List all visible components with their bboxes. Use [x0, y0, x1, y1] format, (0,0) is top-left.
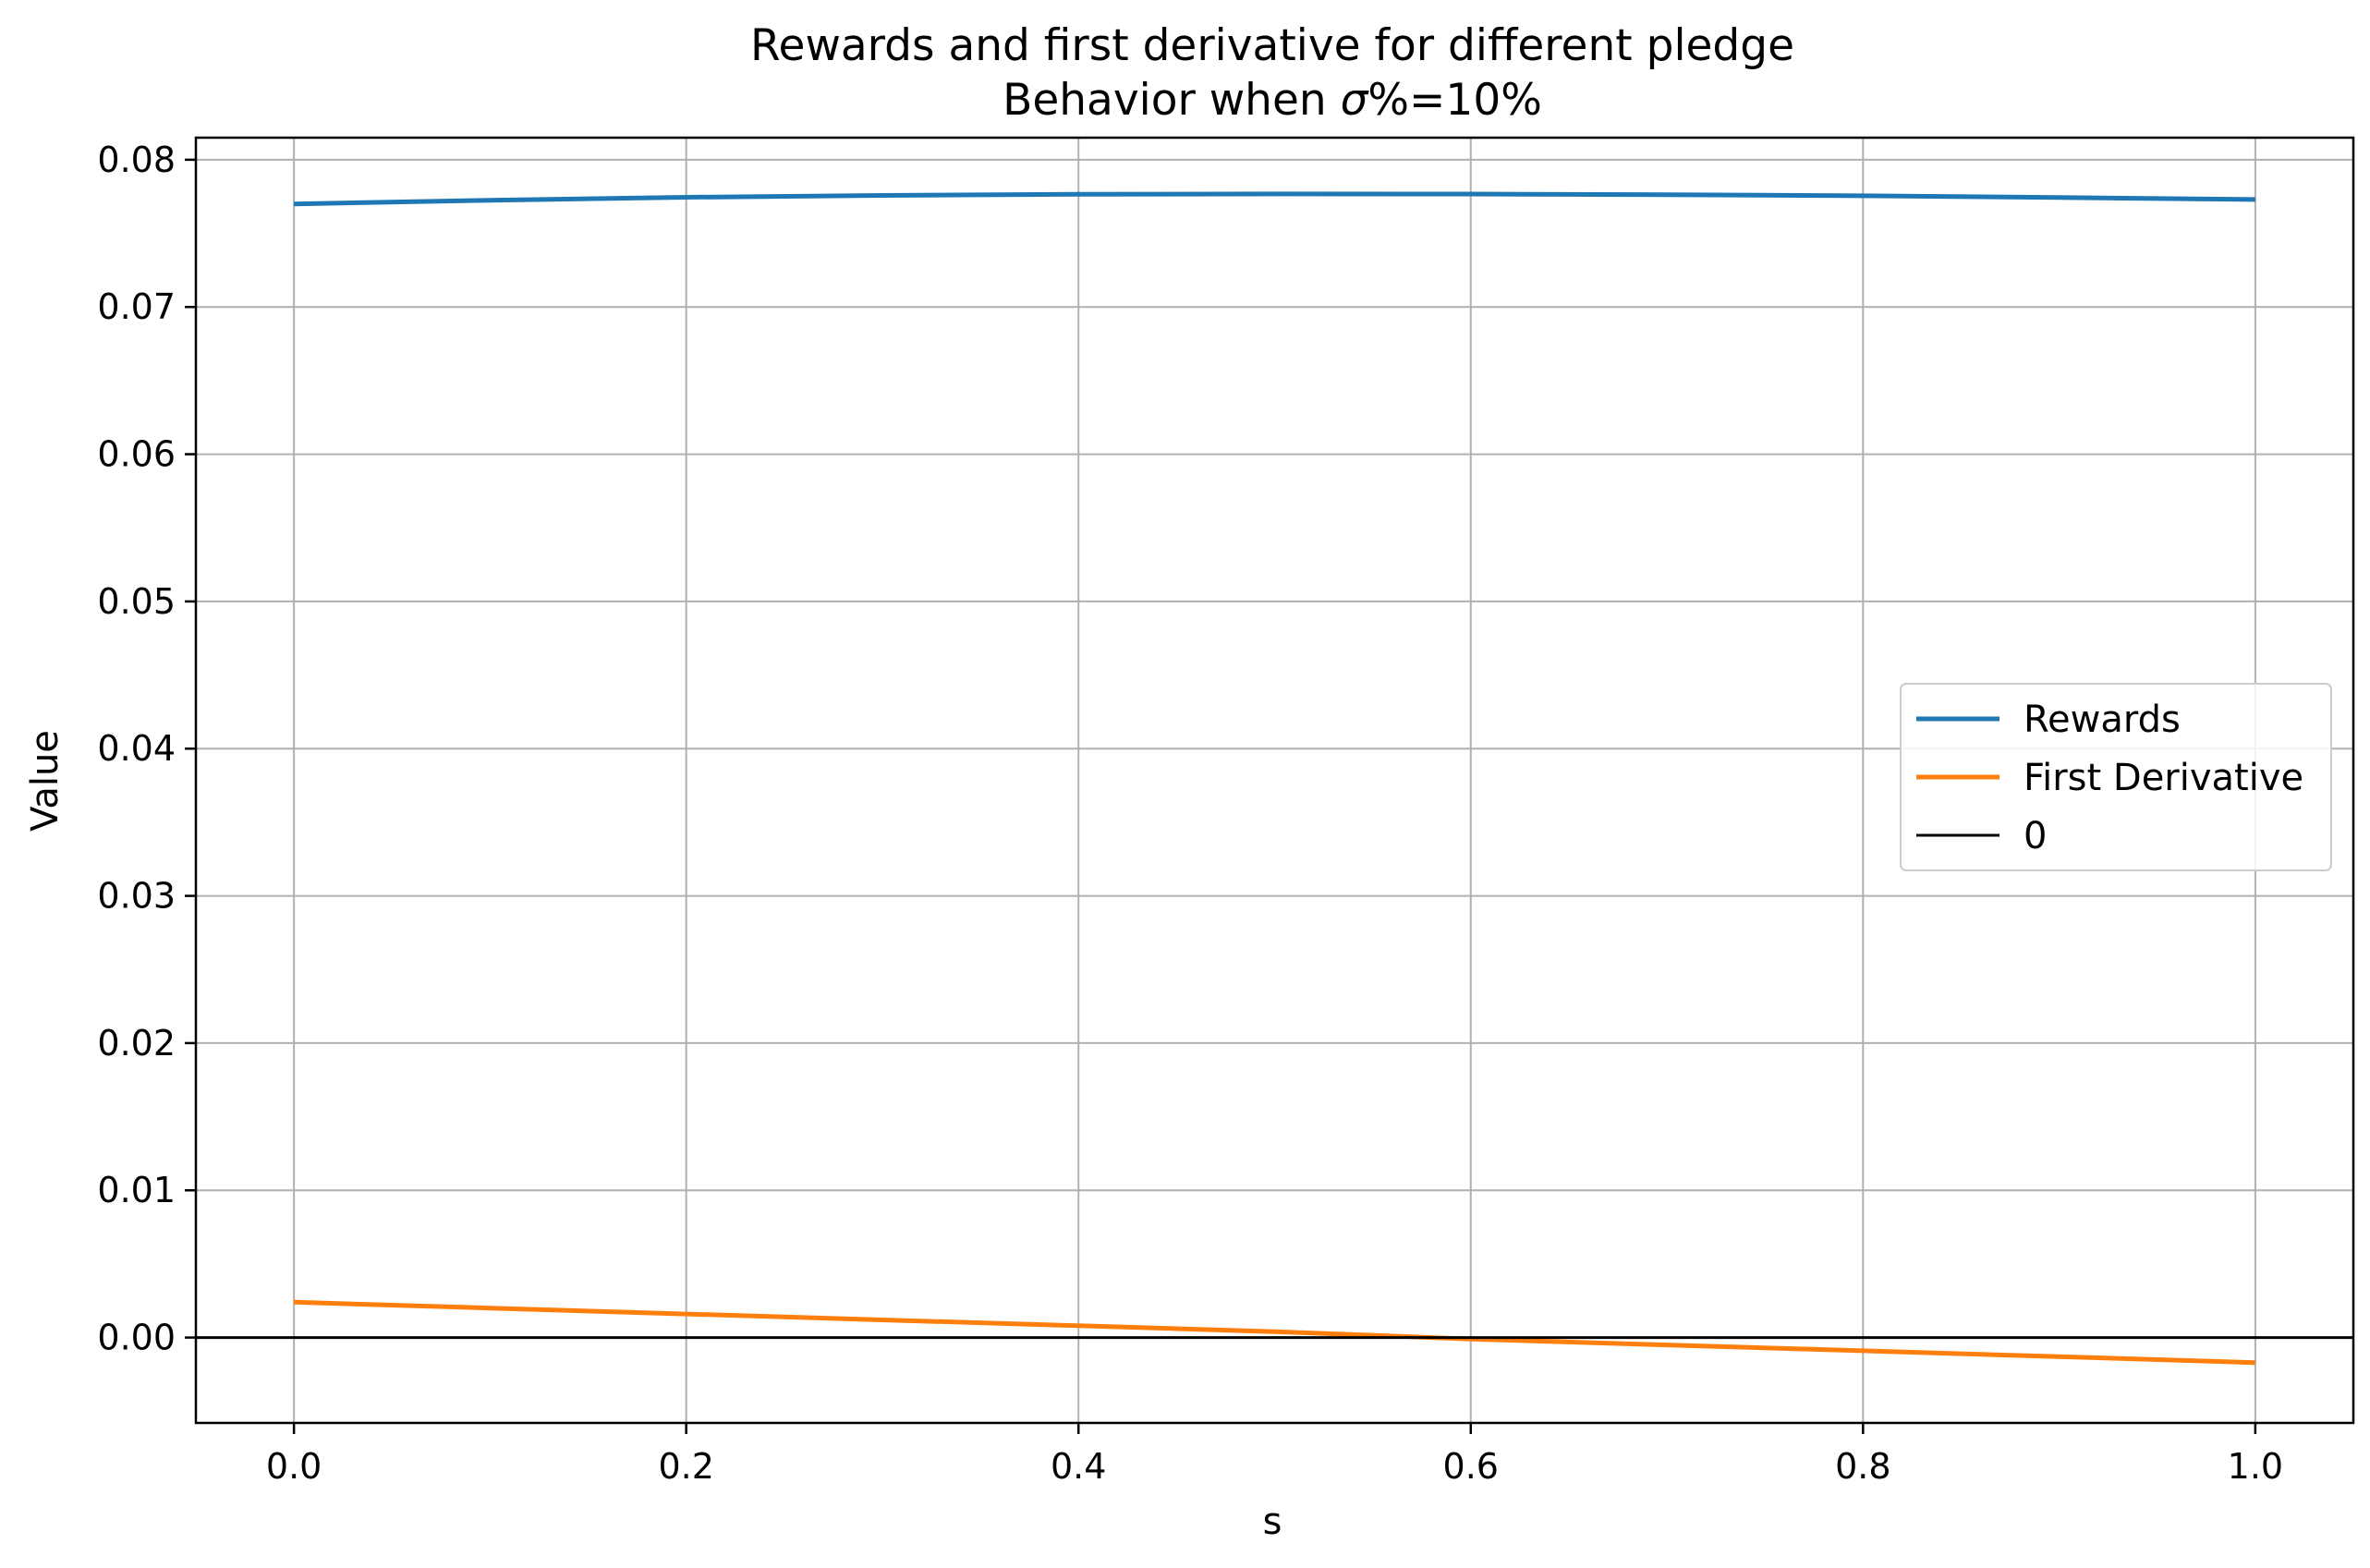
y-tick-label: 0.08 [97, 140, 176, 180]
y-tick-label: 0.00 [97, 1318, 176, 1358]
title-suffix: %=10% [1367, 75, 1542, 126]
series-line-rewards [294, 191, 2255, 207]
x-tick-label: 0.4 [1051, 1446, 1106, 1487]
y-tick-label: 0.06 [97, 434, 176, 475]
y-tick-label: 0.01 [97, 1170, 176, 1210]
x-axis-label: s [1263, 1501, 1282, 1543]
x-tick-label: 0.8 [1835, 1446, 1890, 1487]
x-tick-label: 0.0 [266, 1446, 322, 1487]
legend-items: Rewards First Derivative 0 [1916, 699, 2303, 857]
plot-area-frame [194, 136, 2355, 1425]
legend-label-0: 0 [2024, 815, 2047, 857]
y-tick-label: 0.05 [97, 581, 176, 622]
y-tick-label: 0.03 [97, 876, 176, 917]
series-line-first-derivative [294, 1299, 2255, 1366]
legend-label-rewards: Rewards [2024, 699, 2181, 741]
x-tick-label: 0.2 [658, 1446, 713, 1487]
y-tick-label: 0.07 [97, 286, 176, 327]
legend-box [1900, 683, 2332, 871]
y-tick-label: 0.04 [97, 728, 176, 769]
legend-label-first-derivative: First Derivative [2024, 757, 2303, 799]
chart-title-line-1: Rewards and first derivative for differe… [750, 20, 1794, 71]
y-axis-ticks: 0.00 0.01 0.02 0.03 0.04 0.05 0.06 0.07 0.08 [97, 140, 196, 1358]
y-axis-label: Value [24, 730, 67, 832]
x-tick-label: 0.6 [1443, 1446, 1499, 1487]
y-tick-label: 0.02 [97, 1023, 176, 1064]
x-tick-label: 1.0 [2228, 1446, 2283, 1487]
chart-title-line-2: Behavior when σ%=10% [1003, 75, 1542, 126]
title-prefix: Behavior when [1003, 75, 1341, 126]
legend: Rewards First Derivative 0 [1900, 683, 2332, 871]
title-sigma-symbol: σ [1341, 75, 1369, 126]
series-lines [196, 191, 2353, 1366]
x-axis-ticks: 0.0 0.2 0.4 0.6 0.8 1.0 [266, 1423, 2283, 1487]
